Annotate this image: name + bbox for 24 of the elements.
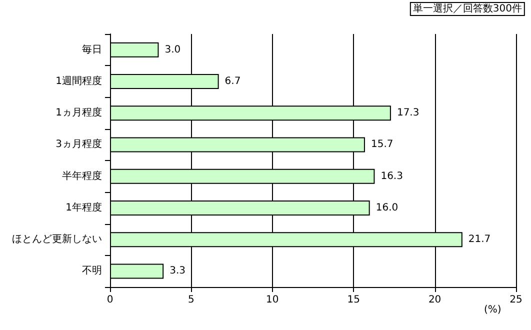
data-label: 15.7 [370, 139, 394, 150]
y-tick-label: ほとんど更新しない [12, 233, 102, 246]
y-tick-label: 1年程度 [66, 201, 102, 214]
data-label: 16.3 [380, 170, 403, 182]
x-tick-label: 20 [428, 294, 442, 306]
data-label: 21.7 [468, 234, 491, 246]
x-tick-label: 10 [266, 294, 279, 306]
y-tick-label: 1週間程度 [56, 74, 102, 87]
x-axis-title: (%) [484, 304, 502, 316]
data-label: 16.0 [376, 202, 398, 214]
y-tick-label: 1ヵ月程度 [56, 106, 102, 119]
y-tick-label: 毎日 [82, 43, 102, 56]
y-tick-label: 不明 [82, 266, 102, 277]
x-tick-label: 0 [106, 294, 114, 306]
y-tick-label: 半年程度 [62, 170, 102, 182]
text: 単一選択／回答数300件 [412, 2, 522, 14]
data-label: 3.0 [164, 44, 181, 56]
data-label: 17.3 [396, 108, 420, 119]
data-label: 3.3 [170, 266, 186, 277]
x-tick-label: 25 [510, 294, 522, 306]
y-tick-label: 3ヵ月程度 [56, 138, 102, 150]
x-tick-label: 15 [347, 294, 360, 306]
x-tick-label: 5 [188, 294, 194, 306]
data-label: 6.7 [224, 76, 241, 87]
